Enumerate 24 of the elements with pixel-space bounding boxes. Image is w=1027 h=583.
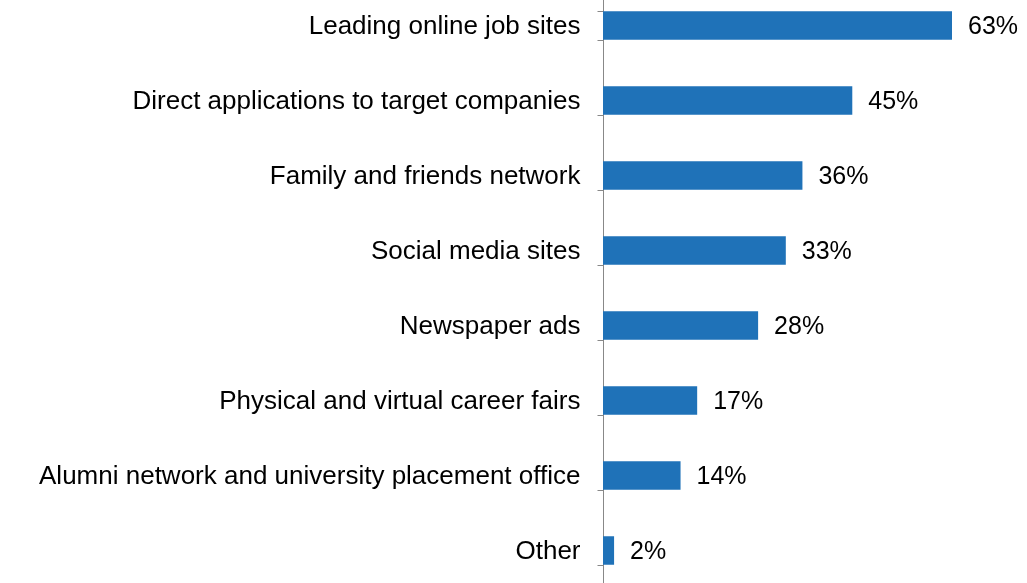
bar: [603, 86, 853, 115]
data-label: 36%: [818, 160, 869, 189]
bar: [603, 386, 698, 415]
y-tick-label: Social media sites: [370, 235, 581, 265]
y-tick-label: Family and friends network: [269, 160, 582, 190]
y-tick-label: Newspaper ads: [399, 310, 581, 340]
y-tick-label: Alumni network and university placement office: [39, 460, 581, 490]
y-tick-label: Physical and virtual career fairs: [219, 385, 581, 415]
y-tick-label: Other: [515, 535, 581, 565]
data-label: 2%: [630, 535, 667, 564]
y-tick-label: Leading online job sites: [308, 10, 581, 40]
data-label: 63%: [968, 10, 1019, 39]
bar: [603, 311, 759, 340]
data-label: 45%: [868, 85, 919, 114]
data-label: 33%: [801, 235, 852, 264]
bar: [603, 11, 952, 40]
bar: [603, 536, 615, 565]
data-label: 28%: [774, 310, 825, 339]
bar: [603, 161, 803, 190]
data-label: 17%: [713, 385, 764, 414]
bar: [603, 236, 786, 265]
data-label: 14%: [696, 460, 747, 489]
bar: [603, 461, 681, 490]
y-tick-label: Direct applications to target companies: [132, 85, 581, 115]
